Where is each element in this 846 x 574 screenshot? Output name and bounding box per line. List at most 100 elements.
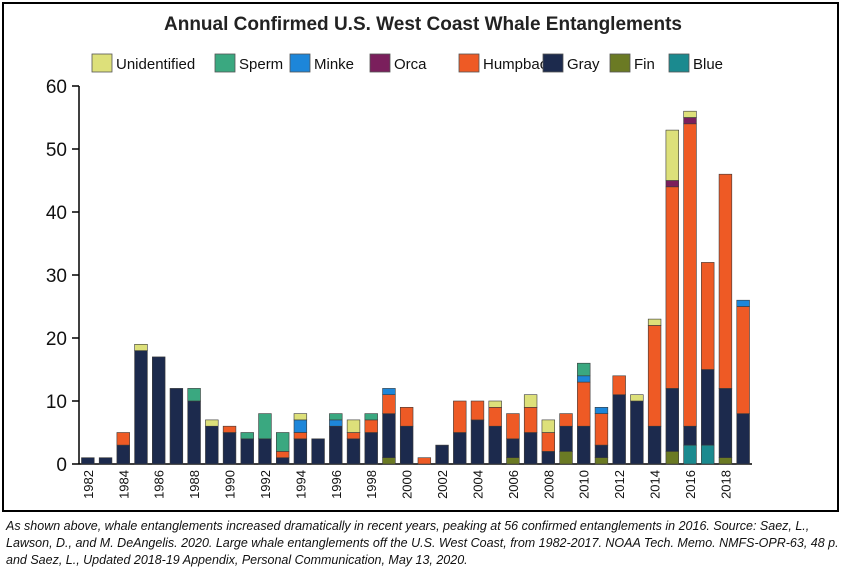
bar-segment-humpback-2007 <box>523 406 538 433</box>
bar-segment-humpback-1998 <box>364 419 378 433</box>
bar-segment-gray-2006 <box>506 438 520 458</box>
x-tick-label: 1996 <box>329 470 344 499</box>
bar-segment-unidentified-2016 <box>683 110 697 118</box>
bar-segment-sperm-1992 <box>258 413 272 440</box>
bar-segment-humpback-2010 <box>577 381 591 427</box>
legend-label-blue: Blue <box>693 56 723 73</box>
bar-segment-humpback-1994 <box>293 432 308 440</box>
bar-segment-humpback-2019 <box>736 306 750 414</box>
bar-segment-humpback-1999 <box>382 394 396 414</box>
bar-segment-gray-2019 <box>736 413 750 465</box>
y-tick-label: 20 <box>46 329 67 350</box>
y-tick-label: 40 <box>46 203 67 224</box>
y-tick-label: 30 <box>46 266 67 287</box>
bar-segment-unidentified-1985 <box>134 343 148 351</box>
bar-segment-fin-2006 <box>506 457 520 465</box>
bar-segment-unidentified-1989 <box>205 419 219 427</box>
bar-segment-fin-2009 <box>559 451 573 465</box>
bar-segment-gray-1995 <box>311 438 325 465</box>
x-tick-label: 2010 <box>577 470 592 499</box>
x-tick-label: 2018 <box>718 470 733 499</box>
legend-swatch-humpback <box>458 53 480 73</box>
bar-segment-humpback-2009 <box>559 413 573 427</box>
x-tick-label: 2000 <box>400 470 415 499</box>
bar-segment-orca-2015 <box>665 180 679 188</box>
bar-segment-humpback-2000 <box>399 406 414 427</box>
bar-segment-gray-1984 <box>116 444 130 465</box>
x-tick-label: 1984 <box>116 470 131 499</box>
chart-title: Annual Confirmed U.S. West Coast Whale E… <box>164 14 682 35</box>
legend-swatch-sperm <box>214 53 236 73</box>
y-tick-label: 60 <box>46 77 67 98</box>
bar-segment-gray-2014 <box>647 425 662 465</box>
caption-text: As shown above, whale entanglements incr… <box>6 519 839 567</box>
bar-segment-gray-2003 <box>453 432 467 465</box>
bar-segment-gray-1994 <box>293 438 308 465</box>
x-tick-label: 2004 <box>471 470 486 499</box>
legend-label-fin: Fin <box>634 56 655 73</box>
y-tick-label: 50 <box>46 140 67 161</box>
bar-segment-humpback-2012 <box>612 375 626 395</box>
bar-segment-humpback-2005 <box>488 406 502 427</box>
bar-segment-minke-2019 <box>736 299 750 307</box>
bar-segment-humpback-2006 <box>506 413 520 440</box>
bar-segment-blue-2017 <box>701 444 715 465</box>
bar-segment-fin-1999 <box>382 457 396 465</box>
bar-segment-humpback-2018 <box>718 173 733 389</box>
bar-segment-fin-2018 <box>718 457 733 465</box>
x-tick-label: 1982 <box>81 470 96 499</box>
bar-segment-gray-1993 <box>275 457 290 465</box>
bar-segment-gray-1986 <box>152 356 166 465</box>
x-tick-label: 1990 <box>223 470 238 499</box>
x-tick-label: 1992 <box>258 470 273 499</box>
y-tick-label: 10 <box>46 392 67 413</box>
chart-caption: As shown above, whale entanglements incr… <box>6 518 840 569</box>
bar-segment-gray-2013 <box>630 400 644 465</box>
legend-label-orca: Orca <box>394 56 427 73</box>
bar-segment-unidentified-2014 <box>647 318 662 326</box>
bar-segment-sperm-1988 <box>187 388 201 402</box>
bar-segment-sperm-1998 <box>364 413 378 421</box>
bar-segment-minke-2011 <box>594 406 609 414</box>
legend-swatch-gray <box>542 53 564 73</box>
bar-segment-unidentified-2007 <box>523 394 538 408</box>
bar-segment-minke-2010 <box>577 375 591 383</box>
bar-segment-unidentified-2013 <box>630 394 644 402</box>
bar-segment-gray-1997 <box>346 438 361 465</box>
bar-segment-gray-2016 <box>683 425 697 446</box>
bar-segment-sperm-2010 <box>577 362 591 377</box>
bar-segment-gray-1991 <box>240 438 254 465</box>
bar-segment-gray-2002 <box>435 444 449 465</box>
bar-segment-gray-2010 <box>577 425 591 465</box>
bar-segment-unidentified-2008 <box>541 419 556 433</box>
bar-segment-unidentified-2015 <box>665 129 679 181</box>
bar-segment-gray-1990 <box>222 432 237 465</box>
bar-segment-minke-1999 <box>382 388 396 395</box>
bar-segment-gray-2007 <box>523 432 538 465</box>
bar-segment-gray-2008 <box>541 451 556 465</box>
bar-segment-gray-1983 <box>98 457 113 465</box>
bar-segment-humpback-2004 <box>470 400 485 421</box>
x-tick-label: 2014 <box>648 470 663 499</box>
bar-segment-gray-1999 <box>382 413 396 459</box>
bar-segment-fin-2011 <box>594 457 609 465</box>
legend-swatch-blue <box>668 53 690 73</box>
legend-label-sperm: Sperm <box>239 56 283 73</box>
bar-segment-gray-2005 <box>488 425 502 465</box>
bar-segment-unidentified-1997 <box>346 419 361 433</box>
bar-segment-sperm-1991 <box>240 432 254 440</box>
x-tick-label: 2016 <box>683 470 698 499</box>
bar-segment-gray-2015 <box>665 388 679 452</box>
bar-segment-gray-2011 <box>594 444 609 459</box>
legend-label-minke: Minke <box>314 56 354 73</box>
bar-segment-humpback-1984 <box>116 432 130 446</box>
chart-frame <box>2 2 839 512</box>
bar-segment-humpback-2015 <box>665 186 679 389</box>
x-tick-label: 1994 <box>293 470 308 499</box>
bar-segment-gray-2018 <box>718 388 733 458</box>
bar-segment-gray-1988 <box>187 400 201 465</box>
bar-segment-gray-1987 <box>169 388 184 465</box>
bar-segment-gray-2017 <box>701 369 715 446</box>
bar-segment-gray-2004 <box>470 419 485 465</box>
